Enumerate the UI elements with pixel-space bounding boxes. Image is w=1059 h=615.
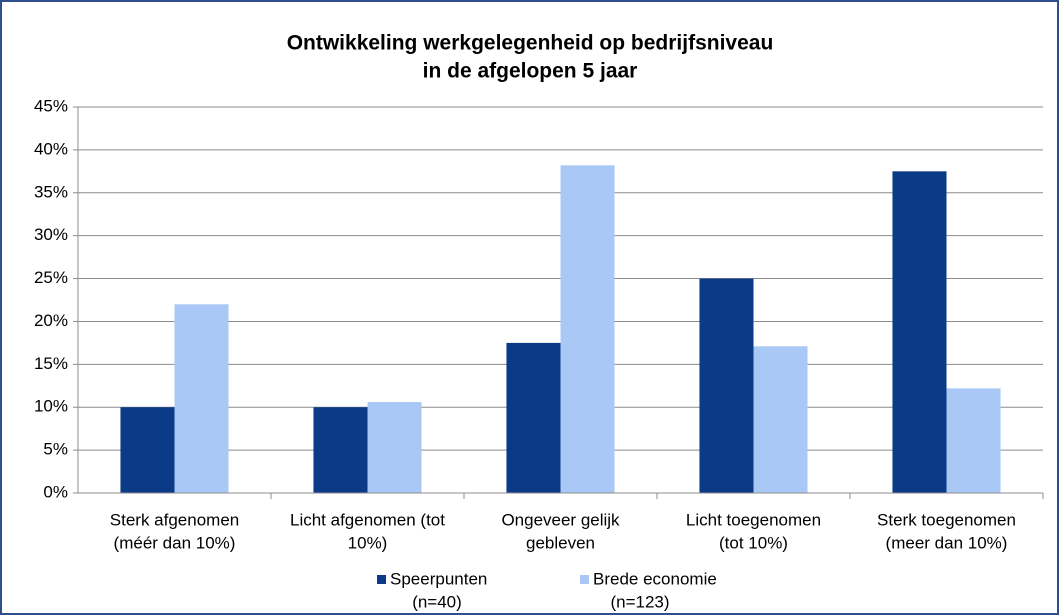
y-tick-label: 40% [34, 139, 68, 158]
legend-swatch [580, 575, 589, 584]
legend-label: (n=40) [412, 592, 462, 611]
y-tick-label: 0% [43, 482, 68, 501]
y-tick-label: 10% [34, 397, 68, 416]
x-tick-label: Sterk afgenomen [110, 510, 239, 529]
bar [506, 342, 561, 493]
y-tick-label: 45% [34, 96, 68, 115]
x-tick-label: Licht toegenomen [686, 510, 821, 529]
chart-title: in de afgelopen 5 jaar [423, 60, 638, 83]
x-tick-label: gebleven [526, 533, 595, 552]
x-tick-label: (tot 10%) [719, 533, 788, 552]
x-tick-label: Licht afgenomen (tot [290, 510, 445, 529]
x-tick-label: Sterk toegenomen [877, 510, 1016, 529]
y-tick-label: 35% [34, 182, 68, 201]
y-tick-label: 15% [34, 354, 68, 373]
bar [753, 346, 808, 493]
x-tick-label: (méér dan 10%) [114, 533, 236, 552]
bar [174, 304, 229, 493]
x-tick-label: (meer dan 10%) [886, 533, 1008, 552]
bar [892, 171, 947, 494]
bar [946, 388, 1001, 493]
chart-title: Ontwikkeling werkgelegenheid op bedrijfs… [287, 32, 774, 55]
legend-swatch [377, 575, 386, 584]
legend-label: Brede economie [593, 569, 717, 588]
bar [313, 407, 368, 493]
bar [367, 402, 422, 493]
y-tick-label: 30% [34, 225, 68, 244]
y-tick-label: 5% [43, 440, 68, 459]
legend-label: Speerpunten [390, 569, 487, 588]
y-tick-label: 25% [34, 268, 68, 287]
bar [699, 278, 754, 493]
x-tick-label: Ongeveer gelijk [501, 510, 620, 529]
legend-label: (n=123) [610, 592, 669, 611]
bar [560, 165, 615, 493]
bar [120, 407, 175, 493]
y-tick-label: 20% [34, 311, 68, 330]
x-tick-label: 10%) [348, 533, 388, 552]
